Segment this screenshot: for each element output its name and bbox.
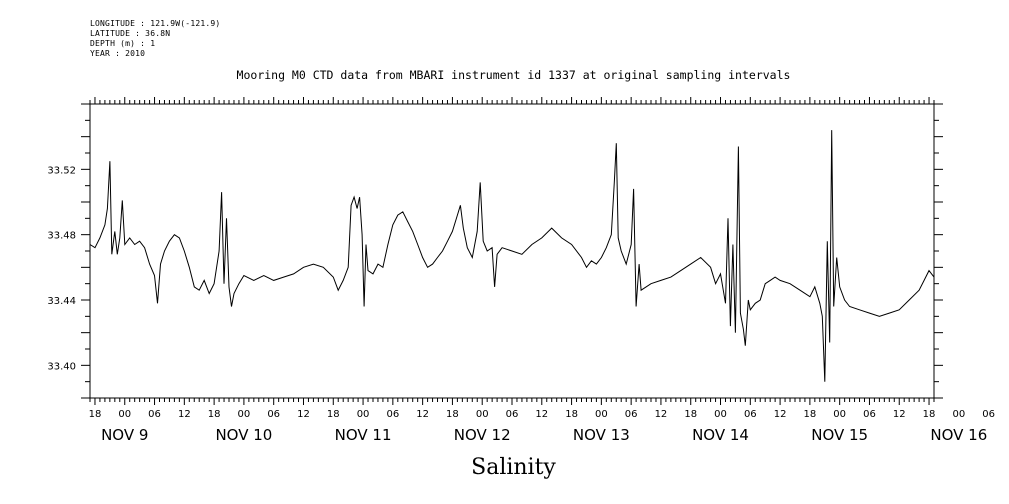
hour-tick-label: 06 — [386, 409, 399, 420]
hour-tick-label: 12 — [535, 409, 548, 420]
hour-tick-label: 00 — [238, 409, 251, 420]
hour-tick-label: 00 — [833, 409, 846, 420]
tick-marks — [81, 97, 943, 405]
series-group — [89, 130, 935, 382]
y-tick-labels: 33.40 33.44 33.48 33.52 — [47, 165, 76, 372]
hour-tick-label: 18 — [327, 409, 340, 420]
hour-tick-label: 18 — [565, 409, 578, 420]
hour-tick-label: 18 — [89, 409, 102, 420]
latitude-text: LATITUDE : 36.8N — [90, 29, 171, 38]
depth-text: DEPTH (m) : 1 — [90, 39, 156, 48]
day-label: NOV 12 — [454, 426, 511, 444]
hour-tick-label: 12 — [178, 409, 191, 420]
hour-tick-label: 06 — [267, 409, 280, 420]
hour-tick-label: 12 — [416, 409, 429, 420]
y-tick-label: 33.44 — [47, 296, 76, 307]
day-label: NOV 15 — [811, 426, 868, 444]
metadata-block: LONGITUDE : 121.9W(-121.9) LATITUDE : 36… — [90, 19, 220, 59]
hour-tick-label: 06 — [148, 409, 161, 420]
hour-tick-label: 06 — [863, 409, 876, 420]
hour-tick-label: 18 — [446, 409, 459, 420]
hour-tick-label: 18 — [208, 409, 221, 420]
day-label: NOV 11 — [335, 426, 392, 444]
hour-tick-label: 12 — [774, 409, 787, 420]
longitude-text: LONGITUDE : 121.9W(-121.9) — [90, 19, 221, 28]
hour-tick-label: 00 — [357, 409, 370, 420]
chart-title: Mooring M0 CTD data from MBARI instrumen… — [236, 68, 791, 82]
hour-tick-label: 12 — [297, 409, 310, 420]
day-labels: NOV 9 NOV 10 NOV 11 NOV 12 NOV 13 NOV 14 NOV 1… — [101, 426, 987, 444]
day-label: NOV 13 — [573, 426, 630, 444]
hour-tick-label: 06 — [982, 409, 995, 420]
y-tick-label: 33.40 — [47, 361, 76, 372]
x-axis-label: Salinity — [471, 455, 556, 480]
y-tick-label: 33.52 — [47, 165, 76, 176]
hour-tick-label: 00 — [595, 409, 608, 420]
hour-tick-label: 00 — [476, 409, 489, 420]
hour-tick-label: 06 — [625, 409, 638, 420]
year-text: YEAR : 2010 — [90, 49, 146, 58]
y-tick-label: 33.48 — [47, 231, 76, 242]
day-label: NOV 10 — [215, 426, 272, 444]
day-label: NOV 16 — [930, 426, 987, 444]
hour-tick-label: 18 — [804, 409, 817, 420]
hour-tick-label: 06 — [506, 409, 519, 420]
hour-tick-label: 00 — [714, 409, 727, 420]
day-label: NOV 14 — [692, 426, 749, 444]
hour-tick-label: 00 — [952, 409, 965, 420]
hour-tick-label: 12 — [655, 409, 668, 420]
hour-tick-labels: 18 00 06 12 18 00 06 12 18 00 06 12 18 00 06 12 18 00 06 12… — [89, 409, 995, 420]
hour-tick-label: 18 — [923, 409, 936, 420]
hour-tick-label: 18 — [684, 409, 697, 420]
hour-tick-label: 12 — [893, 409, 906, 420]
day-label: NOV 9 — [101, 426, 148, 444]
hour-tick-label: 00 — [118, 409, 131, 420]
hour-tick-label: 06 — [744, 409, 757, 420]
salinity-series-line — [89, 130, 935, 382]
